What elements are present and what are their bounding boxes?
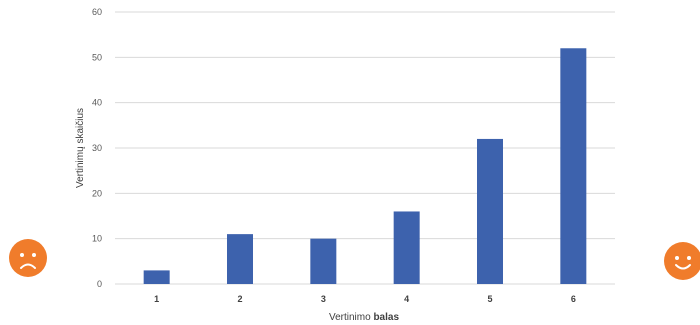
happy-face-icon: [664, 242, 700, 280]
bar-5: [477, 138, 503, 284]
x-tick-label: 6: [571, 294, 576, 304]
y-tick-label: 10: [92, 234, 102, 244]
y-tick-label: 20: [92, 188, 102, 198]
bar-3: [310, 238, 337, 284]
grid-lines: [115, 11, 615, 285]
x-axis-title-bold: balas: [373, 312, 399, 323]
bar-6: [560, 48, 587, 285]
bar-2: [227, 234, 253, 284]
y-tick-label: 0: [97, 279, 102, 289]
x-axis-ticks: 1 2 3 4 5 6: [154, 294, 576, 304]
x-tick-label: 2: [237, 294, 242, 304]
x-tick-label: 4: [404, 294, 409, 304]
sad-face-icon: [9, 239, 47, 277]
y-axis-ticks: 0 10 20 30 40 50 60: [92, 7, 102, 289]
y-tick-label: 30: [92, 143, 102, 153]
bar-1: [143, 270, 170, 284]
bar-4: [393, 211, 420, 284]
y-tick-label: 50: [92, 52, 102, 62]
x-axis-title-regular: Vertinimo: [329, 312, 373, 323]
y-tick-label: 60: [92, 7, 102, 17]
x-tick-label: 1: [154, 294, 159, 304]
x-axis-title: Vertinimo balas: [329, 312, 399, 323]
y-axis-title: Vertinimų skaičius: [75, 108, 86, 188]
x-tick-label: 5: [487, 294, 492, 304]
y-tick-label: 40: [92, 98, 102, 108]
x-tick-label: 3: [321, 294, 326, 304]
bars: [143, 48, 587, 285]
